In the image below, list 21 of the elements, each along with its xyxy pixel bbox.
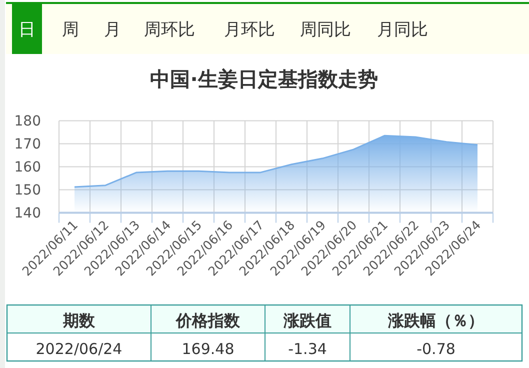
text: 月 — [104, 20, 121, 40]
text: -1.34 — [288, 340, 327, 358]
text: 周 — [62, 20, 79, 40]
text: 涨跌幅（％） — [387, 311, 484, 330]
y-tick-label: 180 — [14, 114, 41, 130]
text: 价格指数 — [175, 311, 241, 330]
text: 涨跌值 — [282, 311, 332, 330]
text: 周环比 — [144, 20, 195, 40]
text: 周同比 — [300, 20, 351, 40]
text: -0.78 — [416, 340, 456, 358]
text: 期数 — [62, 311, 96, 330]
y-tick-label: 140 — [14, 206, 41, 222]
y-tick-label: 170 — [14, 136, 41, 153]
text: 169.48 — [182, 340, 234, 358]
y-tick-label: 150 — [14, 182, 41, 199]
text: 月同比 — [377, 20, 428, 40]
text: 月环比 — [224, 20, 275, 40]
text: 2022/06/24 — [36, 340, 122, 358]
y-tick-label: 160 — [14, 160, 41, 176]
chart-title: 中国·生姜日定基指数走势 — [150, 67, 378, 91]
text: 日 — [18, 20, 36, 40]
